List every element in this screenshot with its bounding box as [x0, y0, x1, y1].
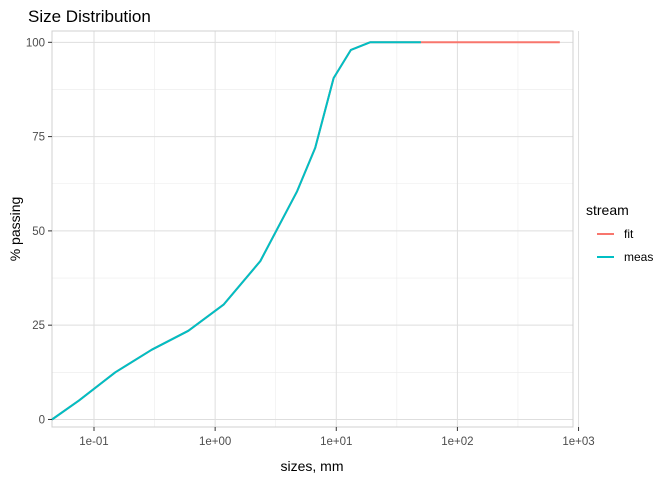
- series-layer: [51, 41, 560, 421]
- x-tick-label: 1e+00: [199, 436, 231, 448]
- series-line-meas: [51, 41, 421, 421]
- chart-title: Size Distribution: [28, 7, 151, 26]
- x-tick-label: 1e+03: [562, 436, 594, 448]
- y-tick-label: 25: [32, 320, 45, 332]
- x-tick-label: 1e-01: [79, 436, 108, 448]
- y-tick-label: 50: [32, 226, 45, 238]
- y-tick-label: 0: [39, 414, 45, 426]
- x-tick-label: 1e+02: [441, 436, 473, 448]
- major-gridlines: [52, 31, 580, 427]
- legend-items: fit meas: [597, 227, 653, 264]
- x-axis-title: sizes, mm: [281, 458, 344, 474]
- panel-border: [51, 30, 574, 428]
- legend-label-meas: meas: [624, 250, 653, 264]
- x-tick-label: 1e+01: [320, 436, 352, 448]
- y-axis: 0 25 50 75 100: [26, 37, 52, 426]
- legend: stream fit meas: [586, 202, 653, 264]
- minor-gridlines: [52, 31, 573, 427]
- y-tick-label: 75: [32, 132, 45, 144]
- legend-label-fit: fit: [624, 227, 634, 241]
- y-axis-title: % passing: [7, 197, 23, 262]
- y-tick-label: 100: [26, 37, 45, 49]
- x-axis: 1e-01 1e+00 1e+01 1e+02 1e+03: [79, 427, 595, 448]
- legend-title: stream: [586, 202, 629, 218]
- plot-panel: [51, 30, 580, 428]
